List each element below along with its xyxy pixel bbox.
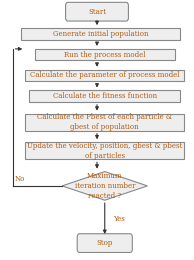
Bar: [25, 70, 184, 81]
Bar: [35, 49, 175, 60]
Text: Run the process model: Run the process model: [64, 51, 146, 58]
Text: Calculate the Pbest of each particle &
gbest of population: Calculate the Pbest of each particle & g…: [37, 113, 172, 131]
FancyBboxPatch shape: [77, 234, 132, 252]
Bar: [29, 90, 180, 102]
Text: Calculate the parameter of process model: Calculate the parameter of process model: [30, 72, 179, 79]
Text: Stop: Stop: [97, 239, 113, 247]
Text: Update the velocity, position, gbest & pbest
of particles: Update the velocity, position, gbest & p…: [27, 142, 182, 160]
Bar: [25, 142, 184, 159]
Text: Calculate the fitness function: Calculate the fitness function: [53, 92, 157, 100]
Text: Maximum
iteration number
reacted ?: Maximum iteration number reacted ?: [74, 172, 135, 200]
Polygon shape: [62, 172, 147, 200]
Text: Generate initial population: Generate initial population: [53, 30, 149, 38]
Text: No: No: [15, 176, 26, 183]
Bar: [21, 28, 180, 40]
Bar: [25, 114, 184, 131]
Text: Start: Start: [88, 8, 106, 16]
FancyBboxPatch shape: [66, 2, 128, 21]
Text: Yes: Yes: [113, 215, 125, 223]
